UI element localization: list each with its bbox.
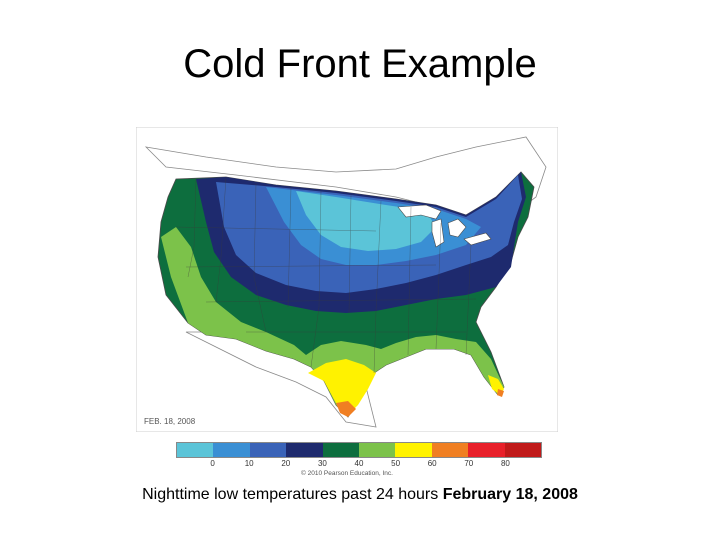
map-date-label: FEB. 18, 2008 xyxy=(144,417,196,426)
legend-tick-label: 30 xyxy=(317,459,327,468)
legend-swatch xyxy=(213,443,250,457)
legend-swatch xyxy=(322,443,360,457)
legend-swatch xyxy=(177,443,214,457)
legend-tick-label: 40 xyxy=(354,459,364,468)
legend-swatch xyxy=(431,443,469,457)
legend-tick-label: 10 xyxy=(244,459,254,468)
temperature-legend xyxy=(176,442,542,458)
legend-tick-label: 0 xyxy=(210,459,215,468)
temperature-map-figure: FEB. 18, 2008 0 10 20 30 40 50 60 70 80 © 2010 P… xyxy=(136,127,558,482)
band-70s-texas xyxy=(336,401,356,417)
legend-ticks: 0 10 20 30 40 50 60 70 80 xyxy=(176,459,542,469)
legend-swatch xyxy=(395,443,432,457)
us-temperature-map xyxy=(136,127,558,432)
legend-swatch xyxy=(359,443,396,457)
band-60s-texas xyxy=(308,359,376,415)
slide-title: Cold Front Example xyxy=(183,42,537,86)
caption-text: Nighttime low temperatures past 24 hours xyxy=(142,486,443,503)
legend-tick-label: 70 xyxy=(464,459,474,468)
caption-date: February 18, 2008 xyxy=(442,486,578,503)
legend-swatch xyxy=(286,443,323,457)
band-0s xyxy=(296,191,436,251)
legend-swatch xyxy=(504,443,542,457)
legend-tick-label: 50 xyxy=(391,459,401,468)
legend-swatch xyxy=(249,443,287,457)
legend-tick-label: 20 xyxy=(281,459,291,468)
legend-tick-label: 80 xyxy=(500,459,510,468)
legend-swatch xyxy=(468,443,505,457)
band-70s-florida xyxy=(497,389,504,397)
legend-tick-label: 60 xyxy=(427,459,437,468)
state-borders xyxy=(175,176,477,374)
slide-caption: Nighttime low temperatures past 24 hours… xyxy=(0,486,720,504)
copyright-notice: © 2010 Pearson Education, Inc. xyxy=(301,470,393,477)
